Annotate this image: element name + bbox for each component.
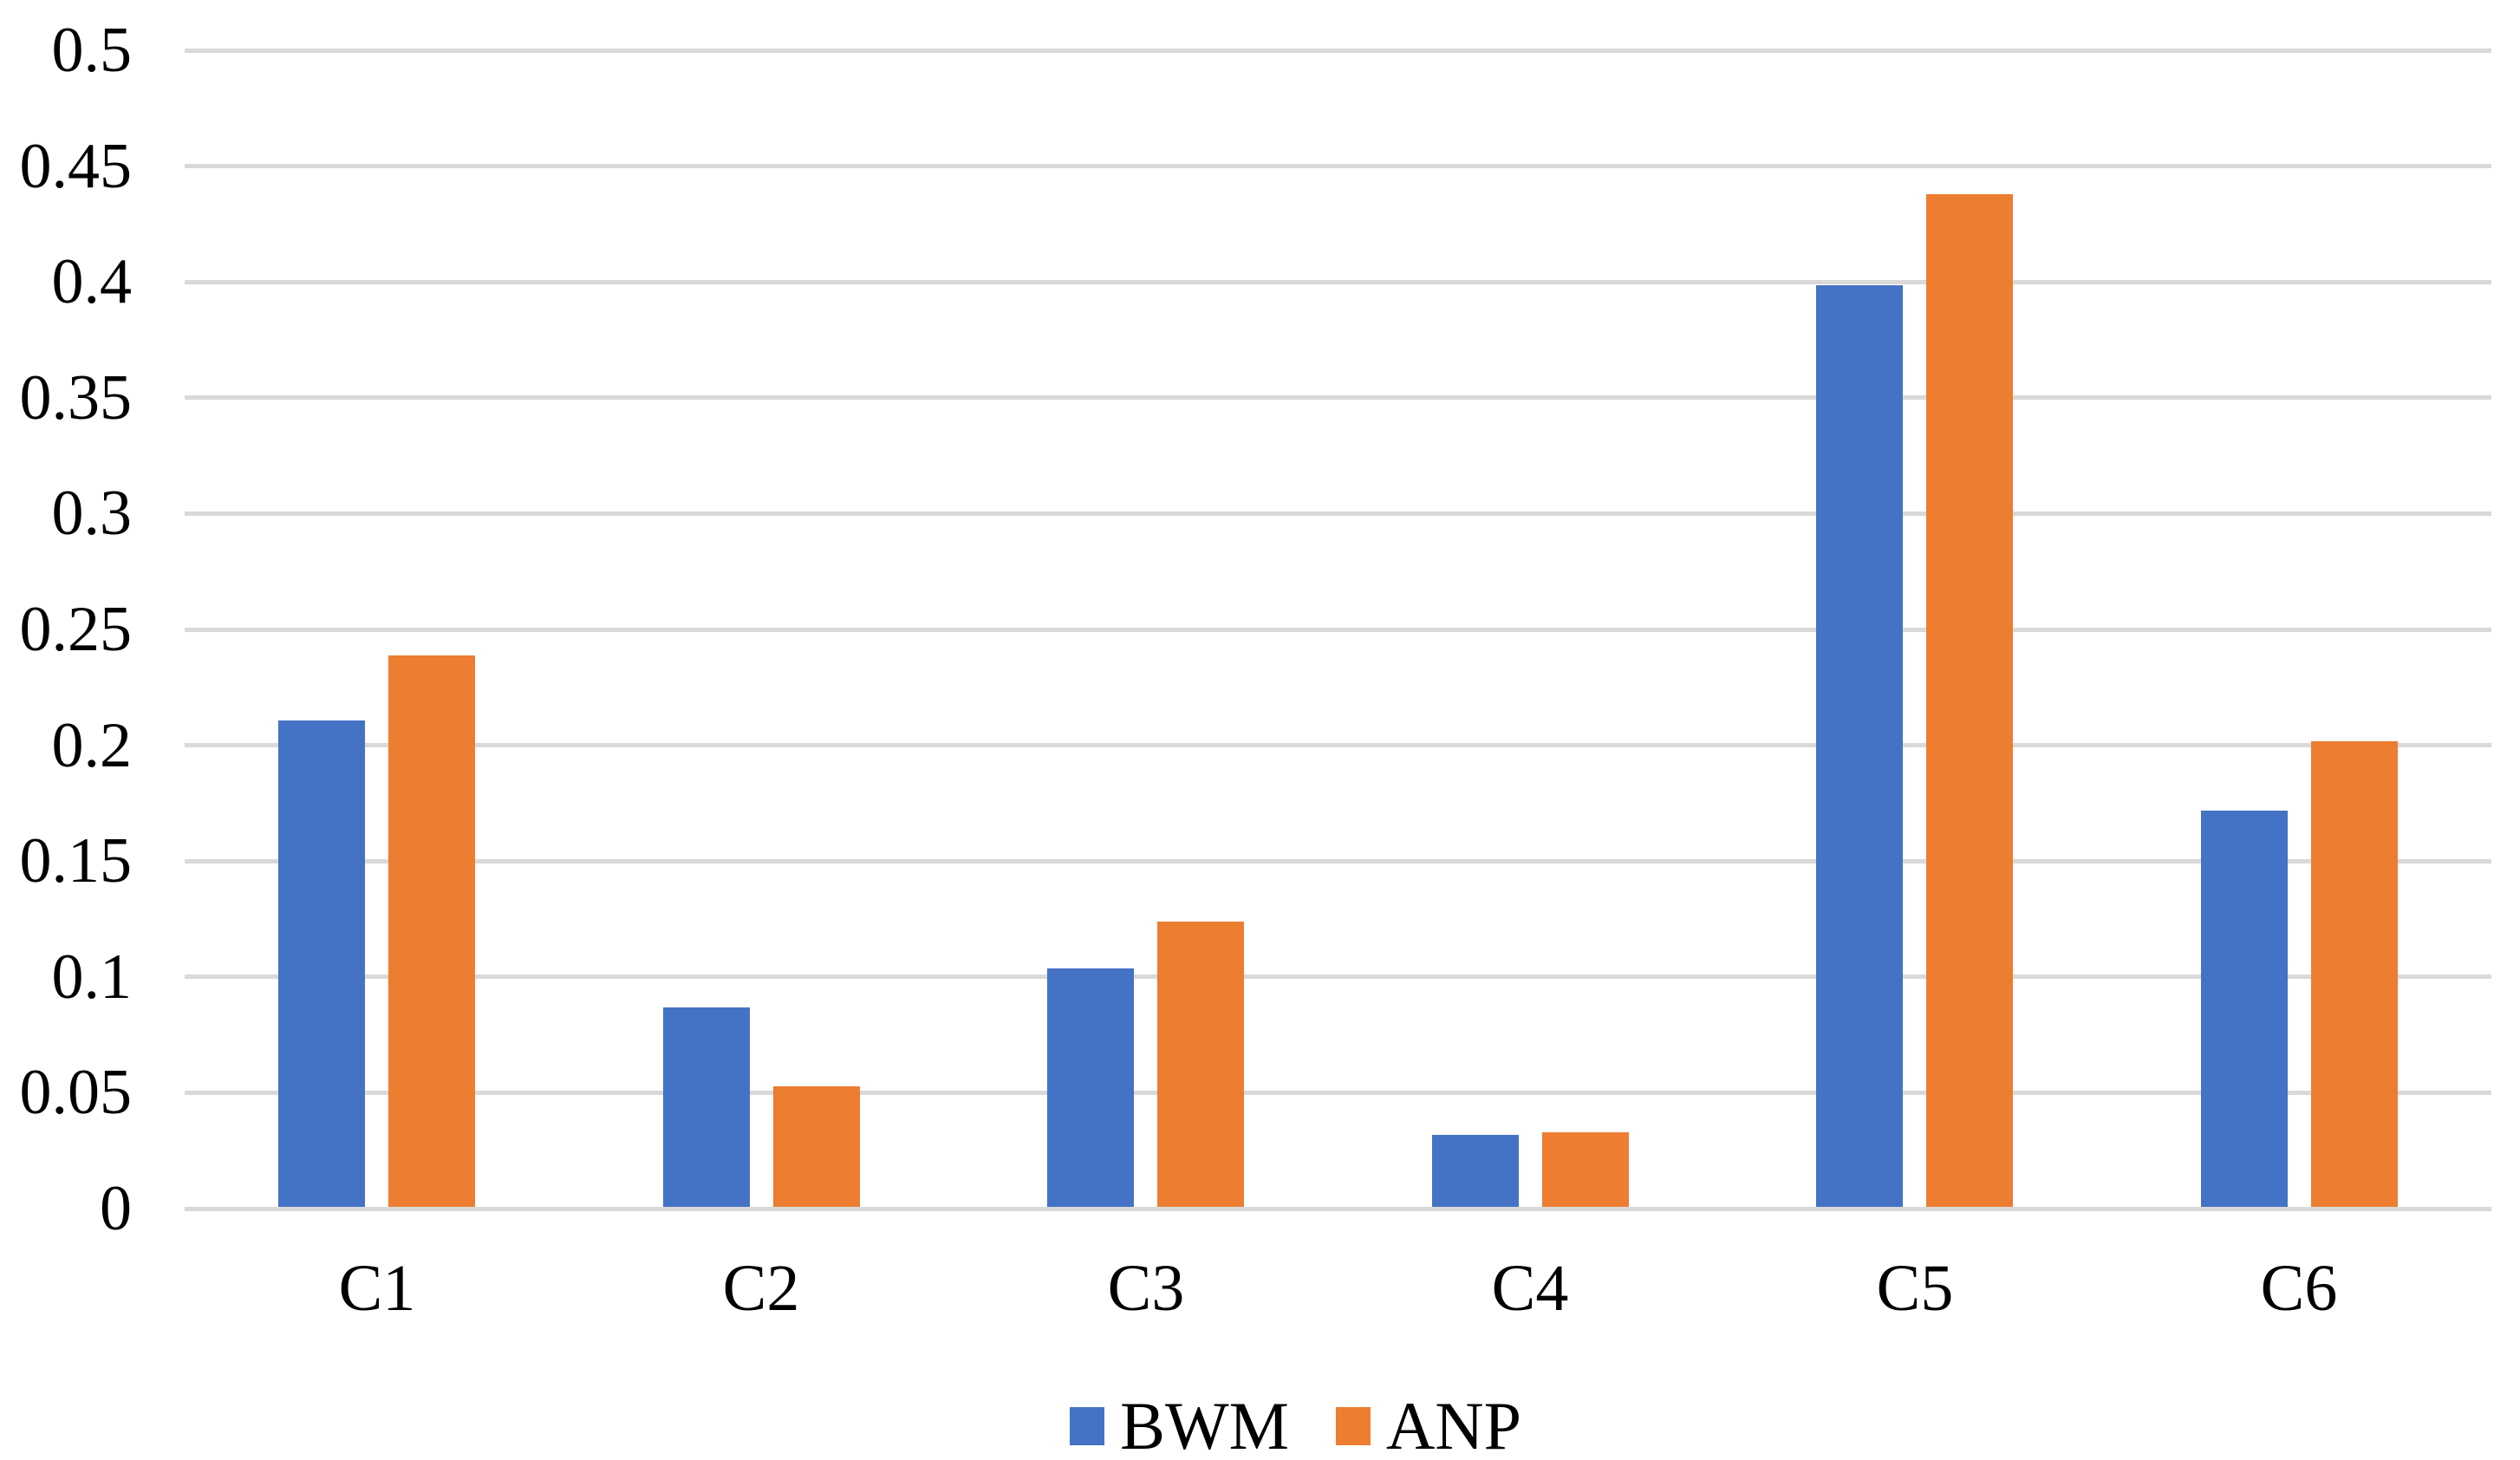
bar-anp-c6	[2311, 741, 2398, 1207]
bar-anp-c4	[1542, 1132, 1629, 1207]
legend-swatch-icon	[1069, 1407, 1104, 1445]
x-axis-category-label: C6	[2260, 1252, 2338, 1325]
horizontal-gridline	[185, 743, 2491, 747]
horizontal-gridline	[185, 164, 2491, 168]
horizontal-gridline	[185, 395, 2491, 400]
y-axis-tick-label: 0.15	[19, 825, 133, 896]
bar-bwm-c3	[1047, 968, 1134, 1207]
legend-swatch-icon	[1335, 1407, 1371, 1445]
bar-anp-c3	[1157, 922, 1244, 1207]
legend: BWM ANP	[0, 1392, 2520, 1460]
horizontal-gridline	[185, 628, 2491, 632]
y-axis-tick-label: 0	[100, 1173, 132, 1244]
y-axis-tick-label: 0.5	[51, 15, 133, 86]
horizontal-gridline	[185, 49, 2491, 53]
y-axis-tick-label: 0.45	[19, 131, 133, 202]
legend-label: ANP	[1385, 1388, 1522, 1460]
bar-bwm-c1	[278, 720, 365, 1207]
horizontal-gridline	[185, 1091, 2491, 1095]
bar-bwm-c4	[1432, 1135, 1519, 1207]
y-axis-tick-label: 0.1	[51, 942, 133, 1013]
bar-anp-c1	[388, 655, 475, 1207]
horizontal-gridline	[185, 859, 2491, 864]
x-axis-category-label: C4	[1491, 1252, 1569, 1325]
bar-anp-c2	[773, 1086, 860, 1207]
y-axis-tick-label: 0.25	[19, 594, 133, 665]
y-axis-tick-label: 0.4	[51, 246, 133, 317]
bar-anp-c5	[1926, 194, 2013, 1207]
bar-bwm-c6	[2201, 811, 2288, 1207]
x-axis-category-label: C3	[1107, 1252, 1185, 1325]
bar-bwm-c5	[1816, 285, 1903, 1207]
y-axis-tick-label: 0.35	[19, 362, 133, 433]
horizontal-gridline	[185, 974, 2491, 979]
legend-item-bwm: BWM	[1069, 1388, 1289, 1460]
x-axis-category-label: C2	[722, 1252, 800, 1325]
legend-label: BWM	[1119, 1388, 1289, 1460]
x-axis-category-label: C5	[1876, 1252, 1954, 1325]
x-axis-category-label: C1	[338, 1252, 416, 1325]
y-axis-tick-label: 0.2	[51, 710, 133, 781]
y-axis-tick-label: 0.3	[51, 478, 133, 549]
y-axis-tick-label: 0.05	[19, 1057, 133, 1128]
horizontal-gridline	[185, 512, 2491, 516]
bar-bwm-c2	[663, 1007, 750, 1207]
horizontal-gridline	[185, 280, 2491, 284]
horizontal-gridline	[185, 1207, 2491, 1211]
legend-item-anp: ANP	[1335, 1388, 1522, 1460]
